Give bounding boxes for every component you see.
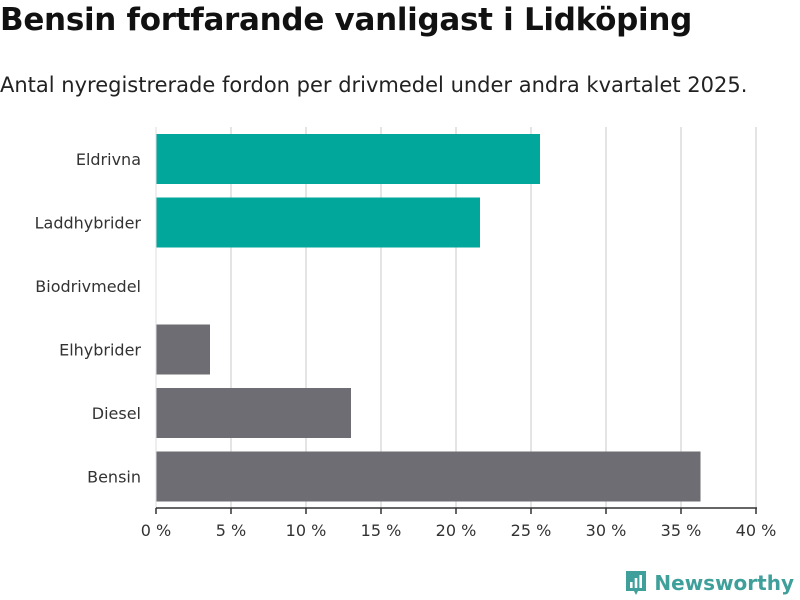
x-tick-label: 40 %: [736, 521, 777, 540]
bar-bensin: [156, 451, 701, 502]
x-axis: 0 % 5 % 10 % 15 % 20 % 25 % 30 % 35 % 40 %: [141, 127, 777, 540]
category-labels: Eldrivna Laddhybrider Biodrivmedel Elhybrid…: [35, 150, 142, 487]
bars: [156, 134, 701, 502]
grid-lines: [230, 127, 757, 508]
chart-subtitle: Antal nyregistrerade fordon per drivmede…: [0, 73, 748, 97]
x-tick-label: 30 %: [586, 521, 627, 540]
brand-logo: Newsworthy: [624, 568, 794, 598]
bar-diesel: [156, 388, 351, 438]
category-label: Elhybrider: [59, 341, 141, 360]
bar-laddhybrider: [156, 197, 480, 248]
category-label: Diesel: [92, 404, 141, 423]
x-tick-label: 0 %: [141, 521, 171, 540]
x-tick-label: 5 %: [216, 521, 246, 540]
category-label: Laddhybrider: [35, 214, 142, 233]
x-tick-label: 35 %: [661, 521, 702, 540]
chart-title: Bensin fortfarande vanligast i Lidköping: [0, 2, 693, 38]
category-label: Bensin: [87, 468, 141, 487]
brand-name: Newsworthy: [654, 571, 794, 595]
bar-eldrivna: [156, 134, 540, 184]
x-tick-label: 15 %: [361, 521, 402, 540]
newsworthy-logo-icon: [626, 571, 647, 595]
x-tick-label: 10 %: [286, 521, 327, 540]
category-label: Biodrivmedel: [35, 277, 141, 296]
category-label: Eldrivna: [76, 150, 141, 169]
x-tick-label: 20 %: [436, 521, 477, 540]
bar-elhybrider: [156, 324, 210, 375]
x-tick-label: 25 %: [511, 521, 552, 540]
